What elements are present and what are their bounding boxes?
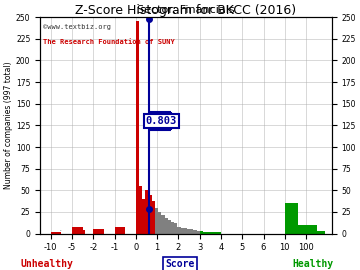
Bar: [187, 229, 190, 234]
Bar: [298, 225, 310, 234]
Bar: [165, 218, 168, 234]
Bar: [155, 208, 158, 234]
Y-axis label: Number of companies (997 total): Number of companies (997 total): [4, 62, 13, 189]
Bar: [217, 232, 221, 234]
Bar: [203, 232, 206, 234]
Text: Sector: Financials: Sector: Financials: [137, 5, 235, 15]
Text: ©www.textbiz.org: ©www.textbiz.org: [43, 24, 111, 30]
Bar: [51, 232, 62, 234]
Bar: [149, 195, 152, 234]
Bar: [72, 227, 83, 234]
Bar: [114, 227, 125, 234]
Bar: [93, 229, 104, 234]
Bar: [197, 231, 200, 234]
Bar: [76, 231, 81, 234]
Bar: [161, 215, 165, 234]
Bar: [285, 203, 298, 234]
Bar: [181, 228, 184, 234]
Text: -10: -10: [60, 230, 63, 231]
Bar: [168, 220, 171, 234]
Bar: [145, 190, 149, 234]
Bar: [184, 228, 187, 234]
Bar: [177, 227, 181, 234]
Bar: [158, 212, 161, 234]
Text: The Research Foundation of SUNY: The Research Foundation of SUNY: [43, 39, 175, 45]
Bar: [171, 222, 174, 234]
Bar: [174, 223, 177, 234]
Bar: [212, 232, 217, 234]
Bar: [200, 231, 203, 234]
Title: Z-Score Histogram for BKCC (2016): Z-Score Histogram for BKCC (2016): [75, 4, 296, 17]
Bar: [317, 231, 325, 234]
Text: 0.803: 0.803: [146, 116, 177, 126]
Bar: [193, 230, 197, 234]
Bar: [190, 229, 193, 234]
Text: Healthy: Healthy: [293, 259, 334, 269]
Bar: [306, 225, 317, 234]
Bar: [142, 199, 145, 234]
Bar: [136, 22, 139, 234]
Bar: [139, 186, 142, 234]
Bar: [152, 201, 155, 234]
Bar: [209, 232, 212, 234]
Text: Unhealthy: Unhealthy: [21, 259, 73, 269]
Text: Score: Score: [165, 259, 195, 269]
Bar: [81, 230, 85, 234]
Bar: [206, 232, 209, 234]
